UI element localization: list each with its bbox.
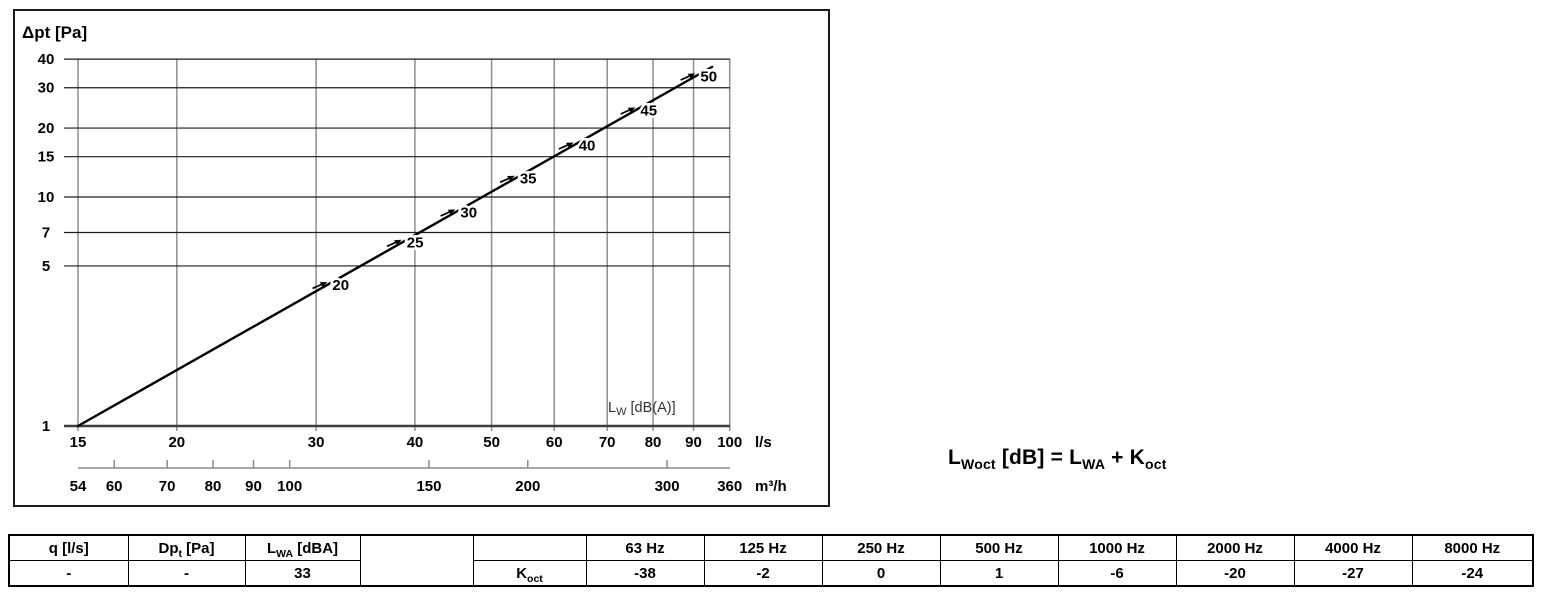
curve-marker-label-45: 45 <box>640 102 657 119</box>
curve-marker-label-35: 35 <box>520 171 537 188</box>
secondary-axis-unit-label: m³/h <box>755 478 787 495</box>
y-tick-label-15: 15 <box>38 149 55 166</box>
secondary-tick-label-60: 60 <box>106 478 123 495</box>
table-header-cell-6: 125 Hz <box>703 534 823 561</box>
table-value-cell-0: - <box>8 560 129 587</box>
table-value-cell-1: - <box>127 560 246 587</box>
x-tick-label-50: 50 <box>483 434 500 451</box>
table-header-cell-8: 500 Hz <box>939 534 1059 561</box>
table-header-cell-9: 1000 Hz <box>1057 534 1177 561</box>
curve-marker-arrow-45 <box>620 107 636 115</box>
curve-marker-arrow-35 <box>499 175 515 184</box>
x-tick-label-70: 70 <box>599 434 616 451</box>
x-tick-label-15: 15 <box>70 434 87 451</box>
table-value-cell-7: 0 <box>821 560 941 587</box>
table-header-cell-2: LWA [dBA] <box>244 534 361 561</box>
secondary-tick-label-300: 300 <box>655 478 680 495</box>
x-tick-label-60: 60 <box>546 434 563 451</box>
curve-marker-label-50: 50 <box>700 68 717 85</box>
curve-marker-arrow-30 <box>440 209 456 217</box>
secondary-tick-label-150: 150 <box>416 478 441 495</box>
x-tick-label-30: 30 <box>308 434 325 451</box>
x-tick-label-40: 40 <box>407 434 424 451</box>
table-header-cell-10: 2000 Hz <box>1175 534 1295 561</box>
curve-marker-label-20: 20 <box>332 277 349 294</box>
table-value-cell-9: -6 <box>1057 560 1177 587</box>
table-value-cell-10: -20 <box>1175 560 1295 587</box>
table-header-cell-12: 8000 Hz <box>1411 534 1534 561</box>
secondary-tick-label-100: 100 <box>277 478 302 495</box>
table-value-cell-11: -27 <box>1293 560 1413 587</box>
y-tick-label-30: 30 <box>38 80 55 97</box>
octave-band-formula: LWoct [dB] = LWA + Koct <box>948 446 1167 473</box>
x-tick-label-90: 90 <box>685 434 702 451</box>
x-tick-label-100: 100 <box>717 434 742 451</box>
curve-marker-label-40: 40 <box>579 137 596 154</box>
table-header-cell-7: 250 Hz <box>821 534 941 561</box>
secondary-tick-label-360: 360 <box>717 478 742 495</box>
table-value-cell-8: 1 <box>939 560 1059 587</box>
y-tick-label-7: 7 <box>42 224 50 241</box>
curve-marker-label-30: 30 <box>460 204 477 221</box>
table-value-cell-4: Koct <box>472 560 587 587</box>
curve-marker-arrow-20 <box>312 281 328 290</box>
y-tick-label-5: 5 <box>42 258 50 275</box>
y-tick-label-40: 40 <box>38 51 55 68</box>
acoustic-data-table: q [l/s] Dpt [Pa] LWA [dBA] 63 Hz 125 Hz 250 H… <box>8 534 1534 587</box>
y-tick-label-10: 10 <box>38 189 55 206</box>
pressure-drop-flow-chart: 40 30 20 15 10 7 5 1 15 20 30 40 50 60 70 80 90 100 l/s 54 6… <box>13 9 830 507</box>
secondary-tick-label-70: 70 <box>159 478 176 495</box>
x-axis-unit-label: l/s <box>755 434 772 451</box>
table-header-cell-4 <box>472 534 587 561</box>
secondary-tick-label-54: 54 <box>70 478 87 495</box>
curve-marker-arrow-25 <box>386 239 402 248</box>
y-tick-label-1: 1 <box>42 418 50 435</box>
chart-frame <box>13 9 830 507</box>
curve-marker-arrow-40 <box>558 142 574 150</box>
secondary-tick-label-200: 200 <box>515 478 540 495</box>
secondary-tick-label-90: 90 <box>245 478 262 495</box>
y-axis-title: Δpt [Pa] <box>22 23 87 42</box>
table-header-cell-0: q [l/s] <box>8 534 129 561</box>
curve-marker-label-25: 25 <box>407 235 424 252</box>
secondary-tick-label-80: 80 <box>205 478 222 495</box>
pressure-drop-curve <box>76 65 714 428</box>
curve-annotation-label: LW [dB(A)] <box>608 400 676 418</box>
curve-marker-arrow-50 <box>680 73 696 81</box>
x-tick-label-80: 80 <box>645 434 662 451</box>
y-tick-label-20: 20 <box>38 120 55 137</box>
table-value-cell-12: -24 <box>1411 560 1534 587</box>
table-header-cell-11: 4000 Hz <box>1293 534 1413 561</box>
table-merged-empty-cell <box>359 534 474 587</box>
table-header-cell-5: 63 Hz <box>585 534 705 561</box>
table-header-cell-1: Dpt [Pa] <box>127 534 246 561</box>
table-value-cell-6: -2 <box>703 560 823 587</box>
x-tick-label-20: 20 <box>168 434 185 451</box>
table-value-cell-2: 33 <box>244 560 361 587</box>
table-value-cell-5: -38 <box>585 560 705 587</box>
chart-panel: 40 30 20 15 10 7 5 1 15 20 30 40 50 60 70 80 90 100 l/s 54 6… <box>13 9 830 507</box>
